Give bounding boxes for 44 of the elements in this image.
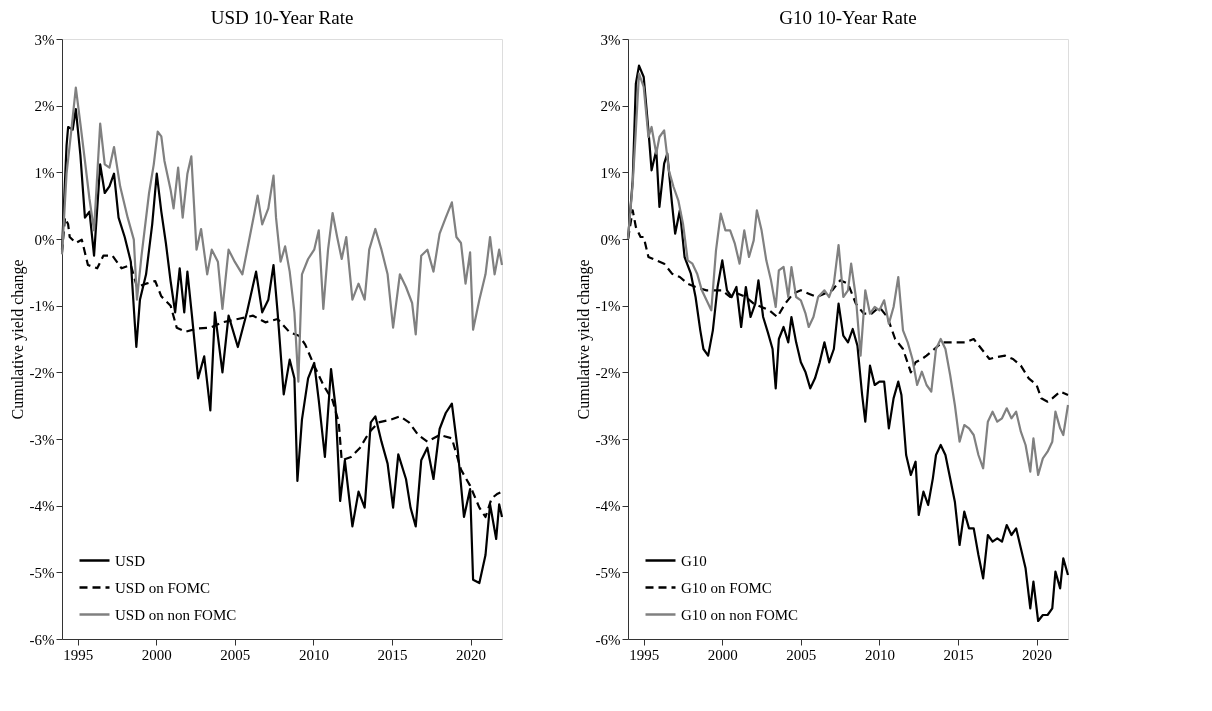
y-tick-label: -6% [29,631,55,648]
legend-label: G10 on FOMC [681,579,772,596]
y-tick-label: -6% [595,631,621,648]
x-tick-label: 2015 [377,646,408,663]
legend-label: USD on non FOMC [115,606,237,623]
x-tick-label: 2000 [707,646,738,663]
x-tick-label: 2015 [943,646,974,663]
x-tick-label: 1995 [629,646,660,663]
chart-title: G10 10-Year Rate [779,7,917,28]
y-tick-label: -4% [29,498,55,515]
y-tick-label: 3% [34,31,55,48]
y-tick-label: 1% [34,164,55,181]
y-tick-label: 1% [600,164,621,181]
y-tick-label: 2% [600,98,621,115]
x-tick-label: 2020 [1022,646,1053,663]
y-axis-title: Cumulative yield change [574,259,593,420]
y-tick-label: -4% [595,498,621,515]
x-tick-label: 2010 [864,646,895,663]
x-tick-label: 2005 [220,646,251,663]
x-tick-label: 2020 [456,646,487,663]
y-tick-label: -2% [29,364,55,381]
legend-label: G10 [681,552,707,569]
y-axis-title: Cumulative yield change [8,259,27,420]
y-tick-label: 0% [600,231,621,248]
x-tick-label: 2010 [298,646,329,663]
y-tick-label: -1% [595,298,621,315]
y-tick-label: -3% [29,431,55,448]
y-tick-label: -3% [595,431,621,448]
x-tick-label: 2000 [141,646,172,663]
x-tick-label: 1995 [63,646,94,663]
x-tick-label: 2005 [786,646,817,663]
y-tick-label: -1% [29,298,55,315]
y-tick-label: -5% [595,564,621,581]
y-tick-label: 3% [600,31,621,48]
y-tick-label: 0% [34,231,55,248]
legend-label: USD [115,552,146,569]
line-series [60,86,504,383]
legend-label: G10 on non FOMC [681,606,799,623]
y-tick-label: 2% [34,98,55,115]
y-tick-label: -2% [595,364,621,381]
line-series [626,72,1070,477]
y-tick-label: -5% [29,564,55,581]
legend-label: USD on FOMC [115,579,211,596]
chart-title: USD 10-Year Rate [210,7,354,28]
